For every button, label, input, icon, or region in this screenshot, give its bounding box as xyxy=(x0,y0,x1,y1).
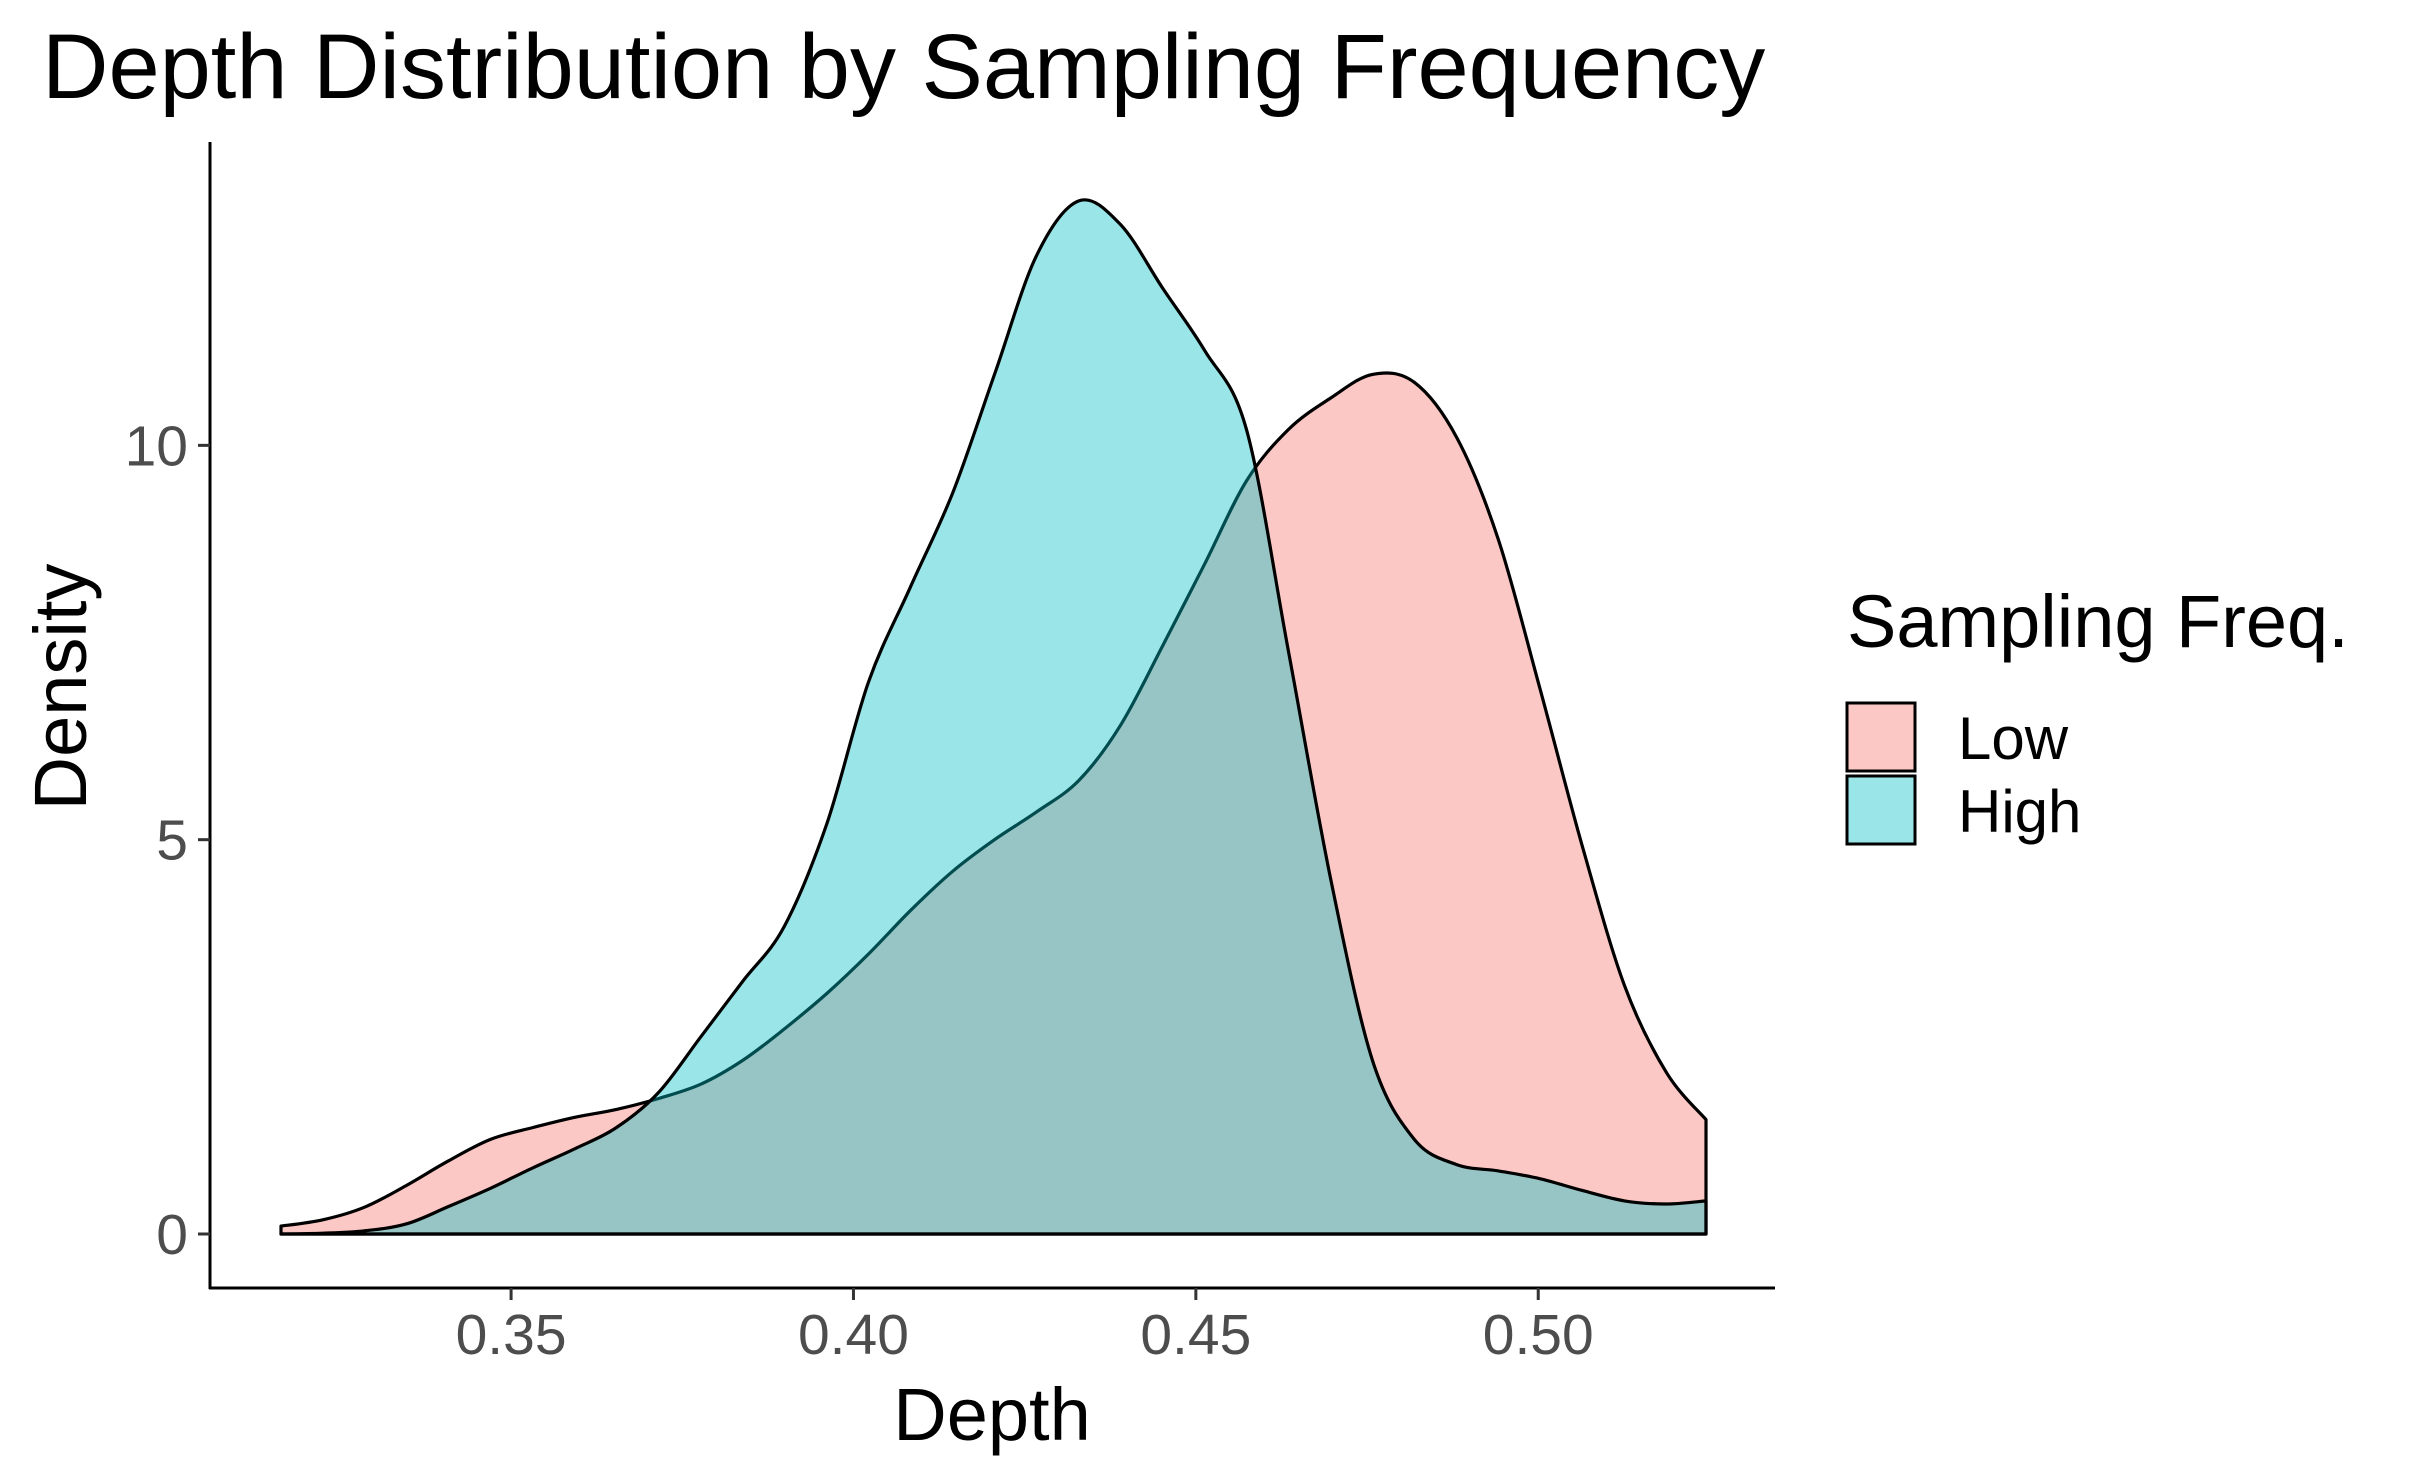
x-tick-label: 0.45 xyxy=(1140,1303,1251,1367)
y-tick-label: 5 xyxy=(156,809,188,873)
density-area-low xyxy=(279,371,1708,1236)
y-tick-label: 0 xyxy=(156,1203,188,1267)
x-axis-title: Depth xyxy=(893,1373,1090,1456)
series-layer xyxy=(279,198,1708,1236)
legend-title: Sampling Freq. xyxy=(1847,580,2349,663)
y-tick-label: 10 xyxy=(125,414,188,478)
legend-label-low: Low xyxy=(1958,705,2069,772)
y-axis-title: Density xyxy=(19,564,102,811)
x-tick-label: 0.40 xyxy=(798,1303,909,1367)
x-axis-ticks: 0.35 0.40 0.45 0.50 xyxy=(456,1288,1594,1367)
chart-title: Depth Distribution by Sampling Frequency xyxy=(42,16,1765,118)
plot-area: 0.35 0.40 0.45 0.50 0 5 10 xyxy=(125,142,1775,1367)
legend-label-high: High xyxy=(1958,778,2081,845)
x-tick-label: 0.35 xyxy=(456,1303,567,1367)
legend-key-low xyxy=(1845,701,1917,773)
density-area-high xyxy=(279,198,1708,1236)
legend-key-high xyxy=(1845,774,1917,846)
y-axis-ticks: 0 5 10 xyxy=(125,414,210,1267)
x-tick-label: 0.50 xyxy=(1483,1303,1594,1367)
